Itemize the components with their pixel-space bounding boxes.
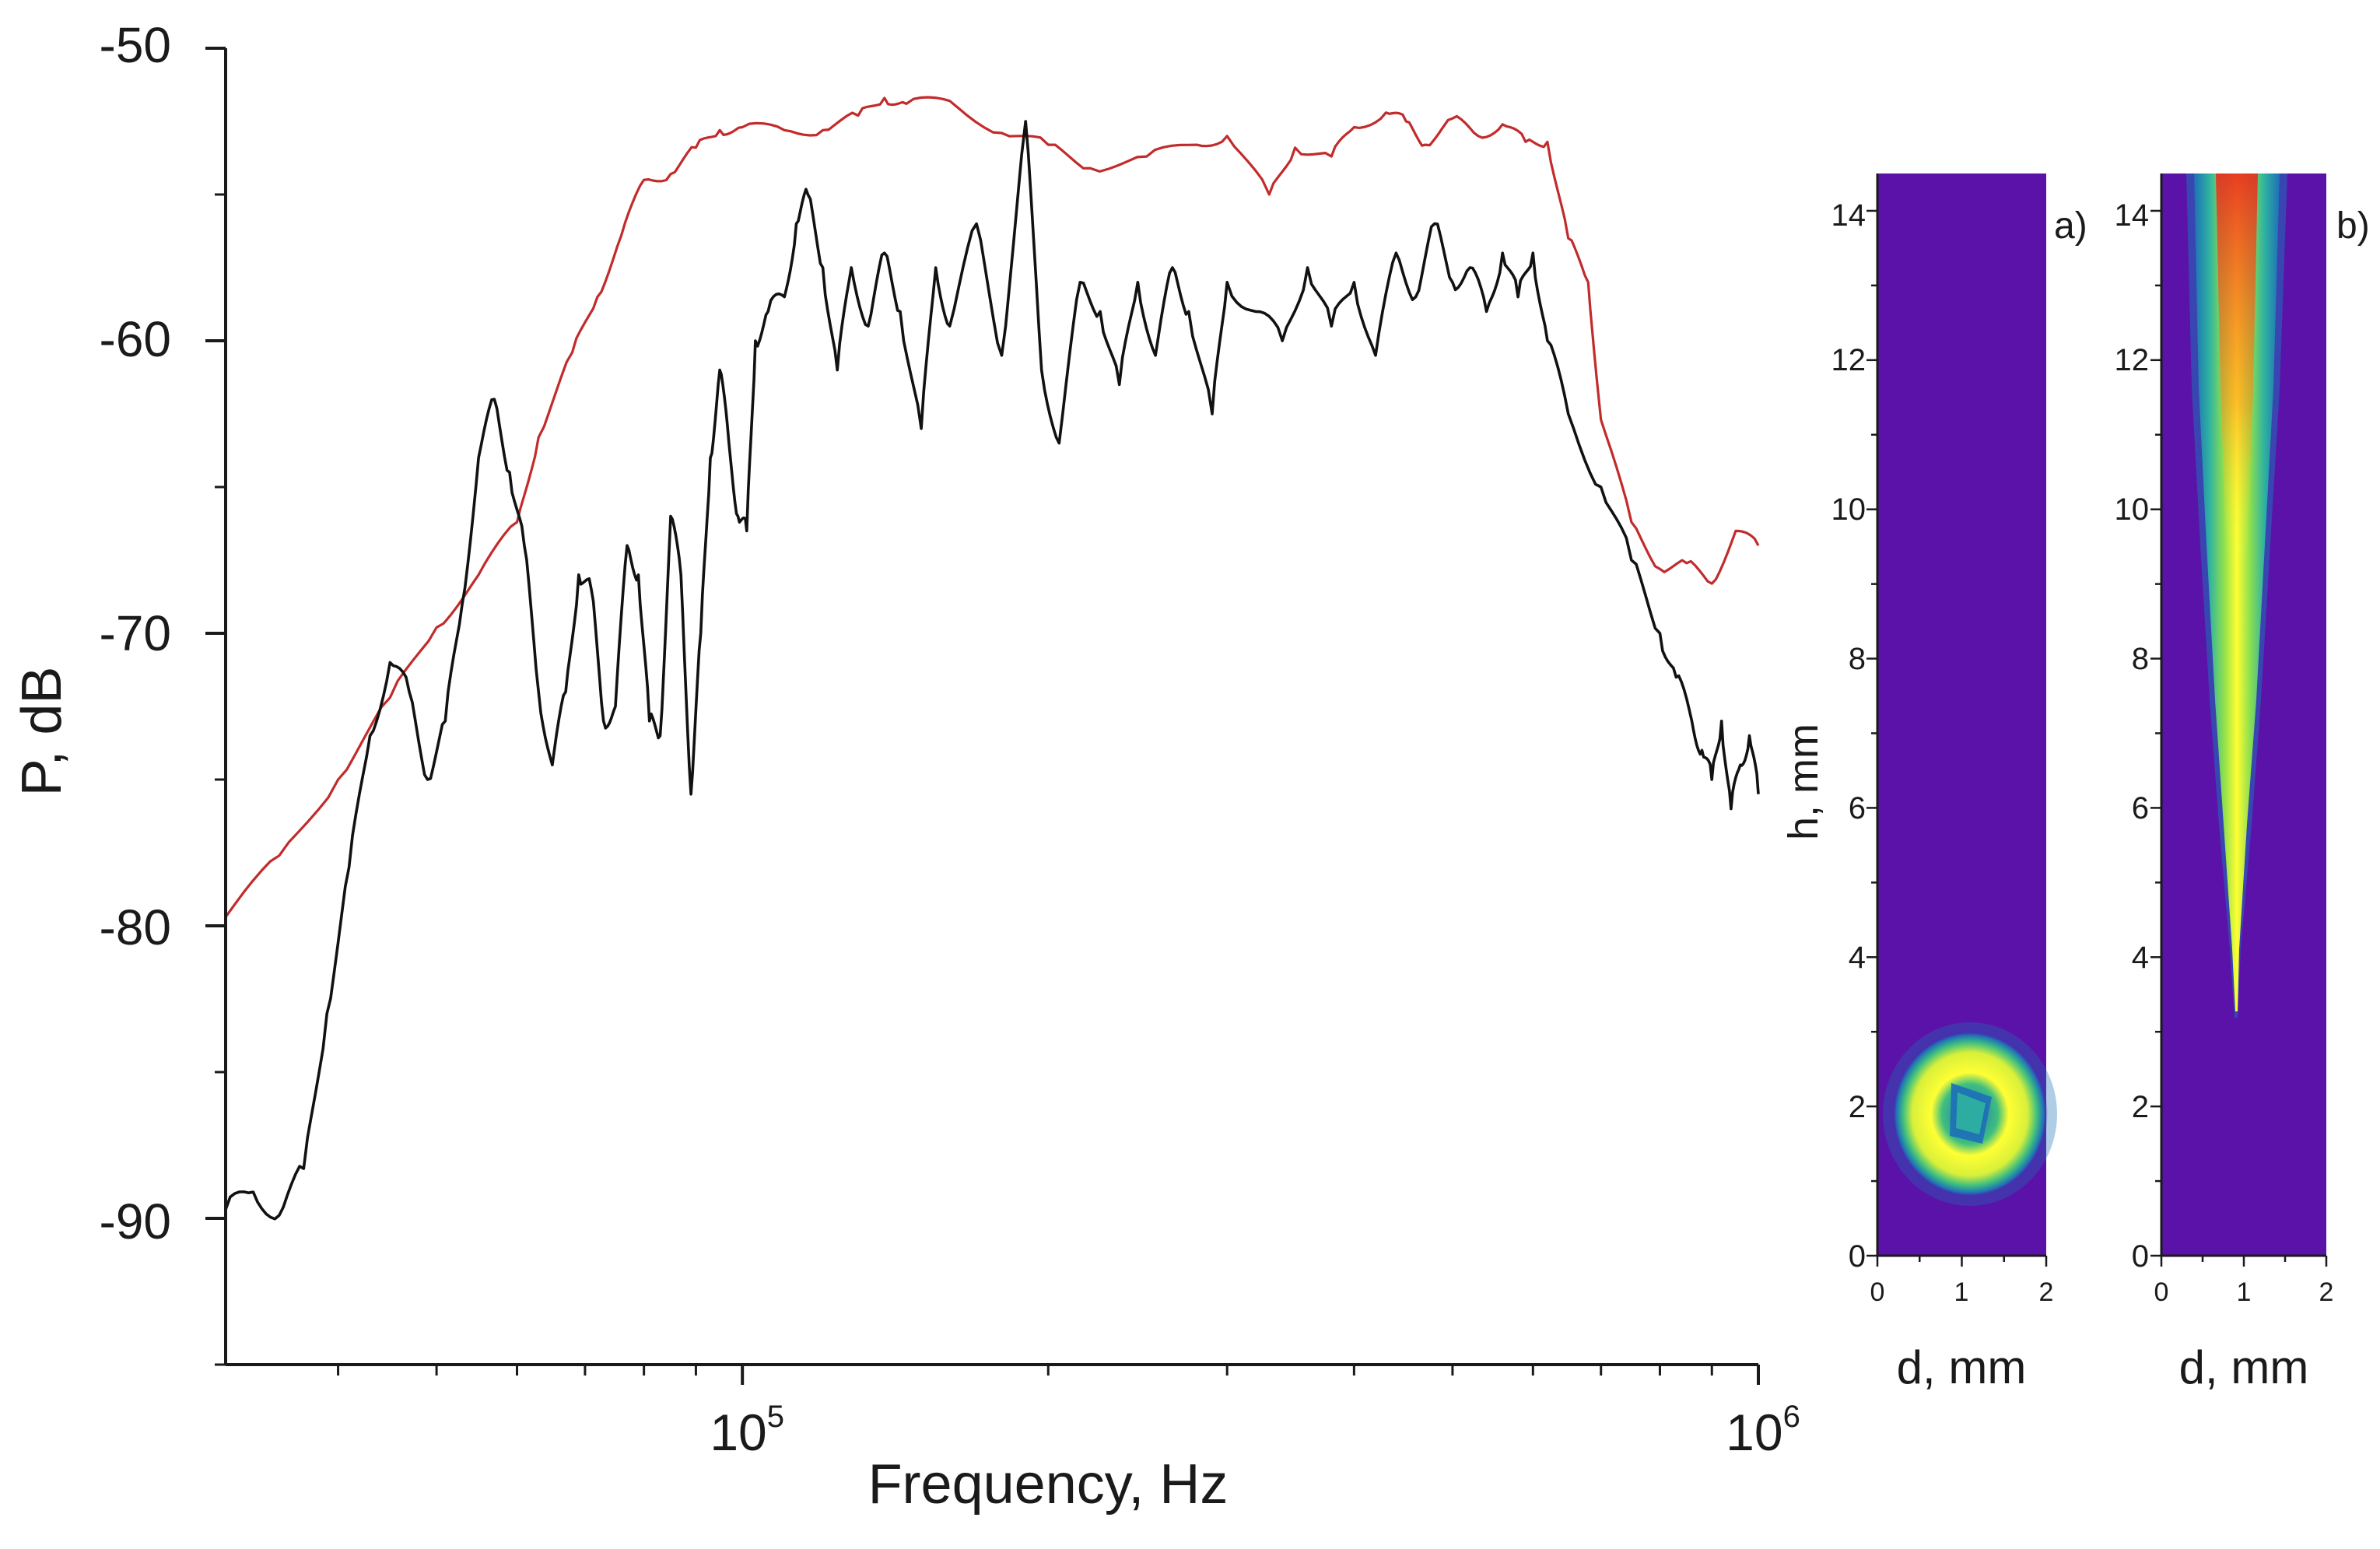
spectrum-axes — [205, 47, 1760, 1385]
heatmap-a-y-tick-label: 12 — [1831, 343, 1866, 377]
y-tick-label: -90 — [100, 1193, 172, 1249]
heatmap-a-y-tick-label: 10 — [1831, 492, 1866, 527]
y-axis-ticks — [205, 47, 226, 1366]
heatmap-b-x-axis-label: d, mm — [2179, 1341, 2309, 1393]
heatmap-a-y-axis-label: h, mm — [1780, 724, 1827, 840]
heatmap-b-y-tick-label: 0 — [2132, 1239, 2149, 1274]
heatmap-panel-a: 0 2 4 6 8 10 12 14 0 1 2 d, mm h, mm a) — [1780, 173, 2087, 1393]
heatmap-a-y-tick-label: 6 — [1849, 791, 1866, 825]
heatmap-b-x-tick-label: 1 — [2237, 1277, 2252, 1307]
heatmap-b-y-tick-label: 14 — [2115, 198, 2150, 233]
heatmap-b-plume — [2194, 173, 2280, 1011]
x-axis-label: Frequency, Hz — [868, 1453, 1229, 1516]
heatmap-b-x-tick-label: 2 — [2319, 1277, 2334, 1307]
panel-label-b: b) — [2336, 205, 2370, 247]
heatmap-panel-b: 0 2 4 6 8 10 12 14 0 1 2 d, mm b) — [2115, 173, 2370, 1393]
heatmap-a-y-tick-label: 14 — [1831, 198, 1866, 233]
heatmap-b-y-tick-label: 6 — [2132, 791, 2149, 825]
heatmap-b-y-tick-label: 12 — [2115, 343, 2150, 377]
x-tick-exponent: 5 — [767, 1400, 784, 1434]
heatmap-a-x-tick-label: 1 — [1954, 1277, 1969, 1307]
x-axis-ticks — [337, 1365, 1760, 1385]
x-tick-base: 10 — [710, 1404, 766, 1461]
spectrum-chart: 105 106 -50 -60 -70 -80 -90 Frequency, H… — [11, 17, 1800, 1516]
heatmap-a-y-tick-label: 4 — [1849, 941, 1866, 975]
x-tick-label-1e5: 105 — [710, 1400, 784, 1461]
y-axis-label: P, dB — [11, 667, 73, 797]
heatmap-a-x-tick-label: 0 — [1870, 1277, 1885, 1307]
series-line-black — [224, 120, 1760, 1221]
x-tick-label-1e6: 106 — [1726, 1400, 1800, 1461]
heatmap-b-y-tick-label: 2 — [2132, 1090, 2149, 1124]
panel-label-a: a) — [2054, 205, 2087, 247]
heatmap-a-x-tick-label: 2 — [2039, 1277, 2054, 1307]
series-line-red — [224, 96, 1760, 918]
heatmap-b-x-tick-label: 0 — [2154, 1277, 2169, 1307]
x-tick-base: 10 — [1726, 1404, 1782, 1461]
heatmap-a-y-tick-label: 8 — [1849, 642, 1866, 676]
heatmap-a-y-tick-label: 2 — [1849, 1090, 1866, 1124]
y-tick-label: -80 — [100, 899, 172, 955]
heatmap-b-ticks — [2150, 209, 2328, 1267]
heatmap-a-ticks — [1866, 209, 2048, 1267]
x-tick-exponent: 6 — [1783, 1400, 1800, 1434]
y-tick-label: -50 — [100, 17, 172, 73]
heatmap-a-ring-hole-core — [1956, 1092, 1986, 1134]
y-tick-label: -70 — [100, 605, 172, 661]
heatmap-b-plume-core — [2216, 173, 2258, 560]
heatmap-b-y-tick-label: 8 — [2132, 642, 2149, 676]
spectrum-series-group — [224, 96, 1760, 1221]
heatmap-a-y-tick-label: 0 — [1849, 1239, 1866, 1274]
heatmap-b-y-tick-label: 4 — [2132, 941, 2149, 975]
heatmap-a-x-axis-label: d, mm — [1897, 1341, 2027, 1393]
heatmap-b-y-tick-label: 10 — [2115, 492, 2150, 527]
y-tick-label: -60 — [100, 311, 172, 367]
